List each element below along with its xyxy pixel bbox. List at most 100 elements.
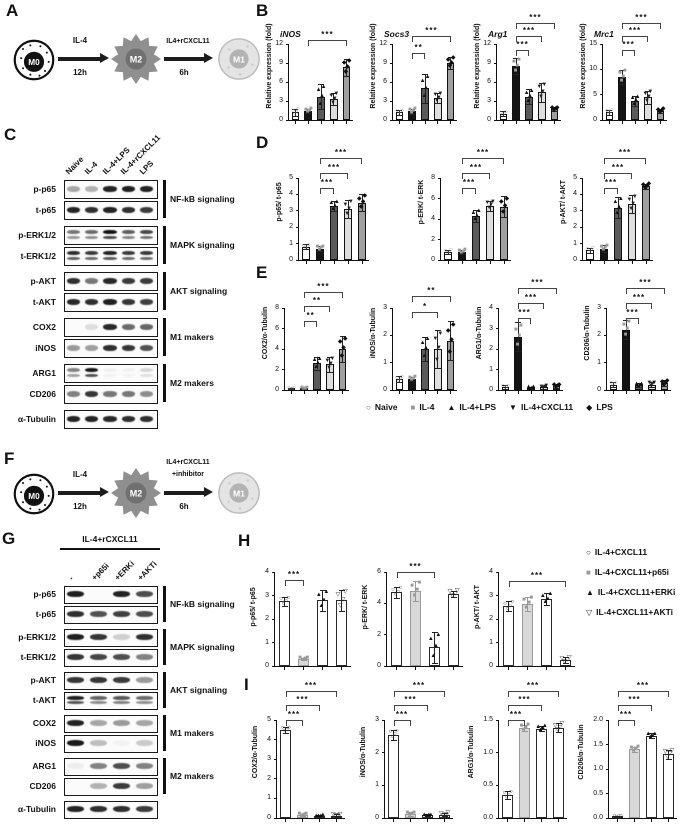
error-bar (284, 596, 285, 607)
blot-strip (64, 629, 158, 647)
legend-label: IL-4+CXCL11+p65i (594, 567, 670, 577)
significance-bracket (518, 288, 557, 295)
y-tick-mark (579, 177, 583, 179)
data-point-marker: ▼ (644, 97, 650, 104)
protein-band (121, 206, 135, 213)
error-cap (521, 724, 528, 726)
data-point-marker: ■ (623, 332, 628, 339)
y-tick-label: 4 (265, 568, 269, 575)
data-point-marker: ▲ (425, 812, 432, 819)
y-tick-label: 4 (431, 215, 435, 222)
protein-band (136, 634, 153, 640)
y-tick-label: 1.0 (593, 765, 603, 772)
y-tick-label: 1 (265, 638, 269, 646)
protein-band (113, 740, 130, 746)
protein-band (121, 185, 135, 192)
bar-IL-4+CXCL11+p65i (409, 590, 422, 666)
y-tick-label: 1 (489, 365, 493, 373)
significance-bracket (626, 288, 665, 295)
significance-bracket (617, 705, 652, 712)
y-tick-mark (495, 307, 499, 309)
data-point-marker: ◆ (555, 383, 560, 390)
y-tick-mark (389, 334, 393, 336)
y-tick-label: 9 (383, 59, 387, 66)
data-point-marker: ○ (282, 728, 287, 735)
protein-band (140, 256, 154, 260)
x-tick-mark (565, 667, 566, 670)
x-tick-mark (307, 121, 309, 124)
error-cap (555, 723, 562, 725)
data-point-marker: ○ (614, 814, 619, 821)
data-point-marker: ■ (518, 322, 523, 329)
data-point-marker: ■ (634, 746, 638, 753)
error-cap (343, 76, 350, 78)
significance-stars: *** (636, 680, 650, 690)
error-cap (551, 107, 558, 109)
data-point-marker: ▲ (311, 357, 318, 364)
data-point-marker: ○ (606, 110, 611, 117)
x-tick-mark (411, 121, 413, 124)
x-tick-mark (668, 819, 669, 822)
x-tick-mark (617, 819, 618, 822)
y-tick-label: 1.0 (483, 748, 493, 756)
y-tick-label: 12 (379, 40, 387, 47)
y-tick-mark (495, 817, 499, 819)
data-point-marker: ○ (502, 110, 507, 117)
data-point-marker: ■ (303, 655, 307, 662)
data-point-marker: ◆ (659, 378, 665, 385)
x-tick-mark (427, 819, 428, 822)
significance-bracket (304, 306, 330, 313)
data-point-marker: ▲ (547, 591, 554, 598)
significance-stars: * (422, 302, 428, 312)
y-tick-label: 6 (377, 568, 381, 575)
y-tick-label: 1.5 (483, 716, 493, 723)
protein-band (121, 368, 135, 372)
error-cap (601, 245, 607, 247)
significance-bracket (285, 705, 320, 712)
plot-area: 0 2 4 6 8 ○ ○ ○ ○ ■ ■ ■ ■ ▲ ▲ ▲ ▲ ▼ ▼ ▼ ▼ ◆ ◆ ◆ ◆ ** ** *** (275, 282, 349, 394)
y-tick-label: 5 (573, 174, 577, 181)
error-cap (528, 388, 534, 390)
error-bar (617, 196, 619, 219)
y-tick-mark (599, 119, 603, 121)
legend-groups-h: ○ IL-4+CXCL11 ■ IL-4+CXCL11+p65i ▲ IL-4+CXCL1… (586, 547, 675, 617)
y-tick-label: 15 (589, 40, 597, 47)
protein-band (84, 323, 99, 330)
error-cap (636, 386, 642, 388)
protein-band (84, 298, 99, 305)
data-point-marker: ▲ (530, 384, 537, 391)
y-tick-label: 2 (573, 223, 577, 231)
x-tick-mark (524, 819, 525, 822)
data-point-marker: ○ (510, 599, 515, 606)
data-point-marker: ▲ (474, 212, 481, 219)
data-point-marker: ▲ (313, 812, 320, 819)
protein-band (84, 256, 99, 260)
data-point-marker: ▲ (320, 83, 327, 90)
protein-band (103, 185, 117, 192)
error-cap (301, 388, 308, 390)
error-bar (444, 813, 445, 817)
data-point-marker: ■ (529, 595, 534, 602)
data-point-marker: ■ (411, 375, 416, 382)
x-tick-mark (507, 819, 508, 822)
m1-label: M1 (233, 488, 245, 498)
y-tick-mark (605, 719, 609, 721)
data-point-marker: ▽ (447, 589, 453, 596)
protein-band (84, 251, 99, 255)
data-point-marker: ■ (626, 319, 631, 326)
data-point-marker: ○ (301, 242, 306, 249)
error-cap (661, 380, 668, 382)
data-point-marker: ■ (303, 107, 308, 114)
protein-band (113, 783, 130, 789)
significance-bracket (393, 690, 445, 697)
y-tick-mark (389, 119, 393, 121)
data-point-marker: ■ (524, 604, 529, 611)
legend-label: IL-4+CXCL11 (594, 547, 648, 557)
error-cap (422, 73, 428, 75)
data-point-marker: ◆ (644, 183, 650, 190)
panel-letter-g: G (2, 529, 16, 548)
plot-area: 0 1 2 3 ○ ○ ○ ○ ■ ■ ■ ■ ▲ ▲ ▲ ▲ ▼ ▼ ▼ ▼ ◆ ◆ ◆ ◆ * ** (383, 286, 457, 394)
data-point-marker: ▼ (346, 205, 353, 212)
data-point-marker: ▲ (539, 593, 546, 600)
data-point-marker: ■ (304, 385, 309, 392)
